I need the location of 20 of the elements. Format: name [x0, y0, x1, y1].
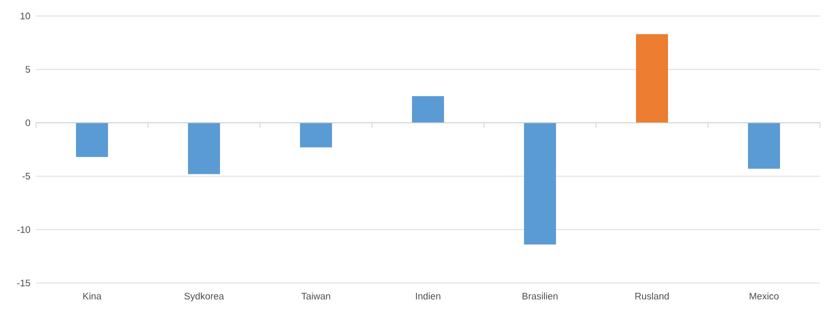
x-tick-label: Indien [416, 292, 440, 300]
x-tick-label: Sydkorea [184, 292, 224, 302]
x-tick-label: Kina [83, 292, 102, 300]
x-tick-label: Taiwan [301, 292, 330, 300]
y-tick-label: -15 [17, 280, 30, 286]
y-tick-label: -10 [17, 226, 30, 233]
x-tick-label: Brasilien [522, 292, 558, 300]
bar [524, 122, 556, 245]
y-tick-label: -5 [22, 172, 30, 180]
bar [636, 34, 668, 123]
x-tick-label: Rusland [635, 292, 669, 300]
y-tick-label: 5 [26, 66, 30, 73]
bar [76, 122, 108, 157]
bar [412, 96, 444, 123]
bar [188, 122, 220, 174]
y-tick-label: 10 [20, 12, 30, 20]
bar [300, 122, 332, 148]
y-tick-label: 0 [26, 119, 30, 126]
x-tick-label: Mexico [750, 292, 779, 300]
bar [748, 122, 780, 169]
